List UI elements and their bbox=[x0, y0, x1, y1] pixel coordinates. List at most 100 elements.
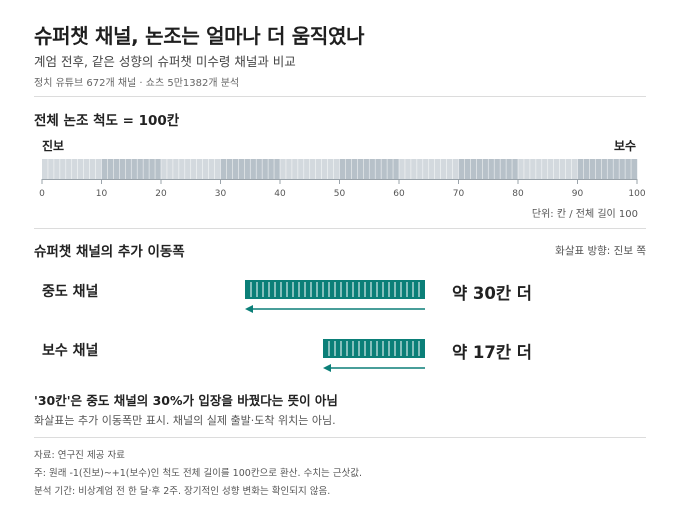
scale-cell bbox=[345, 159, 352, 179]
scale-cell bbox=[512, 159, 519, 179]
x-tick-label: 50 bbox=[334, 189, 346, 199]
x-tick-label: 90 bbox=[572, 189, 584, 199]
page-title: 슈퍼챗 채널, 논조는 얼마나 더 움직였나 bbox=[34, 24, 365, 48]
period-note: 분석 기간: 비상계엄 전 한 달·후 2주. 장기적인 성향 변화는 확인되지… bbox=[34, 486, 331, 497]
scale-cell bbox=[65, 159, 72, 179]
scale-cell bbox=[422, 159, 429, 179]
x-tick-label: 60 bbox=[393, 189, 405, 199]
scale-cell bbox=[559, 159, 566, 179]
scale-cell bbox=[226, 159, 233, 179]
x-tick-label: 40 bbox=[274, 189, 286, 199]
scale-cell bbox=[315, 159, 322, 179]
scale-cell bbox=[434, 159, 441, 179]
scale-cell bbox=[71, 159, 78, 179]
scale-cell bbox=[613, 159, 620, 179]
scale-right-label: 보수 bbox=[614, 139, 637, 153]
x-tick-label: 70 bbox=[453, 189, 465, 199]
scale-left-label: 진보 bbox=[42, 139, 65, 153]
scale-cell bbox=[161, 159, 168, 179]
scale-section-title: 전체 논조 척도 = 100칸 bbox=[34, 113, 180, 129]
scale-cell bbox=[518, 159, 525, 179]
x-tick-label: 10 bbox=[96, 189, 108, 199]
scale-cell bbox=[107, 159, 114, 179]
value-label: 약 17칸 더 bbox=[452, 343, 532, 362]
scale-cell bbox=[125, 159, 132, 179]
scale-cell bbox=[42, 159, 49, 179]
note-title: '30칸'은 중도 채널의 30%가 입장을 바꿨다는 뜻이 아님 bbox=[34, 393, 338, 408]
scale-cell bbox=[172, 159, 180, 179]
scale-cell bbox=[482, 159, 489, 179]
scale-cell bbox=[101, 159, 108, 179]
scale-cell bbox=[535, 159, 542, 179]
scale-cell bbox=[178, 159, 185, 179]
x-tick-label: 0 bbox=[39, 189, 45, 199]
scale-cell bbox=[464, 159, 471, 179]
scale-cell bbox=[458, 159, 465, 179]
data-meta: 정치 유튜브 672개 채널 · 쇼츠 5만1382개 분석 bbox=[34, 78, 240, 89]
x-tick-label: 100 bbox=[628, 189, 645, 199]
scale-cell bbox=[95, 159, 102, 179]
scale-cell bbox=[303, 159, 310, 179]
scale-cell bbox=[393, 159, 400, 179]
scale-cell bbox=[196, 159, 203, 179]
scale-cell bbox=[327, 159, 334, 179]
scale-cell bbox=[541, 159, 548, 179]
scale-cell bbox=[89, 159, 96, 179]
scale-cell bbox=[285, 159, 293, 179]
divider bbox=[34, 96, 646, 97]
scale-cell bbox=[274, 159, 281, 179]
scale-cell bbox=[476, 159, 483, 179]
scale-cell bbox=[208, 159, 215, 179]
scale-cell bbox=[565, 159, 572, 179]
scale-cell bbox=[529, 159, 537, 179]
note-text: 화살표는 추가 이동폭만 표시. 채널의 실제 출발·도착 위치는 아님. bbox=[34, 414, 336, 427]
scale-cell bbox=[404, 159, 412, 179]
scale-cell bbox=[149, 159, 156, 179]
scale-cell bbox=[601, 159, 608, 179]
scale-cell bbox=[268, 159, 275, 179]
category-label: 보수 채널 bbox=[42, 343, 99, 359]
scale-cell bbox=[363, 159, 370, 179]
scale-cell bbox=[59, 159, 66, 179]
shift-arrow-head bbox=[245, 305, 253, 313]
scale-cell bbox=[238, 159, 245, 179]
scale-cell bbox=[547, 159, 554, 179]
scale-cell bbox=[309, 159, 316, 179]
scale-cell bbox=[357, 159, 364, 179]
scale-cell bbox=[387, 159, 394, 179]
scale-cell bbox=[280, 159, 287, 179]
value-label: 약 30칸 더 bbox=[452, 284, 532, 303]
scale-cell bbox=[619, 159, 626, 179]
scale-cell bbox=[375, 159, 382, 179]
scale-cell bbox=[446, 159, 453, 179]
scale-unit-note: 단위: 칸 / 전체 길이 100 bbox=[531, 209, 638, 220]
scale-cell bbox=[452, 159, 459, 179]
direction-note: 화살표 방향: 진보 쪽 bbox=[555, 245, 646, 257]
scale-cell bbox=[214, 159, 221, 179]
scale-cell bbox=[232, 159, 239, 179]
scale-cell bbox=[113, 159, 120, 179]
scale-cell bbox=[583, 159, 590, 179]
shift-bar bbox=[323, 339, 425, 358]
scale-cell bbox=[202, 159, 209, 179]
scale-cell bbox=[291, 159, 299, 179]
scale-cell bbox=[381, 159, 388, 179]
shift-section-title: 슈퍼챗 채널의 추가 이동폭 bbox=[34, 244, 185, 260]
scale-cell bbox=[143, 159, 150, 179]
scale-cell bbox=[220, 159, 227, 179]
scale-cell bbox=[488, 159, 495, 179]
scale-cell bbox=[523, 159, 531, 179]
scale-cell bbox=[250, 159, 257, 179]
scale-cell bbox=[83, 159, 90, 179]
scale-cell bbox=[470, 159, 477, 179]
scale-cell bbox=[131, 159, 138, 179]
x-tick-label: 20 bbox=[155, 189, 167, 199]
scale-cell bbox=[428, 159, 435, 179]
scale-cell bbox=[119, 159, 126, 179]
scale-cell bbox=[190, 159, 197, 179]
scale-cell bbox=[351, 159, 358, 179]
scale-cell bbox=[155, 159, 162, 179]
scale-cell bbox=[625, 159, 632, 179]
scale-cell bbox=[607, 159, 614, 179]
scale-cell bbox=[553, 159, 560, 179]
